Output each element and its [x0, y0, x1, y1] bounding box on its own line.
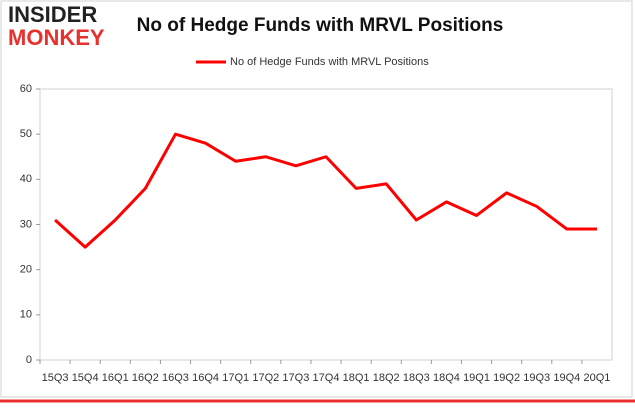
x-tick-label: 17Q3	[282, 372, 309, 384]
x-tick-label: 15Q4	[72, 372, 99, 384]
x-tick-label: 16Q1	[102, 372, 129, 384]
x-tick-label: 18Q1	[343, 372, 370, 384]
y-tick-label: 50	[20, 128, 32, 140]
x-tick-label: 19Q3	[523, 372, 550, 384]
x-tick-label: 17Q2	[252, 372, 279, 384]
chart-title: No of Hedge Funds with MRVL Positions	[137, 15, 504, 36]
x-tick-label: 18Q4	[433, 372, 460, 384]
chart-frame	[0, 0, 633, 398]
x-tick-label: 19Q4	[553, 372, 580, 384]
plot-frame	[39, 88, 613, 361]
x-tick-label: 16Q2	[132, 372, 159, 384]
x-tick-label: 18Q2	[373, 372, 400, 384]
data-line	[54, 132, 597, 249]
x-tick-label: 19Q1	[463, 372, 490, 384]
x-tick-label: 18Q3	[403, 372, 430, 384]
y-tick-label: 30	[20, 218, 32, 230]
y-tick-label: 20	[20, 264, 32, 276]
logo-line2: MONKEY	[8, 25, 105, 50]
legend-label: No of Hedge Funds with MRVL Positions	[230, 56, 429, 68]
x-tick-label: 16Q3	[162, 372, 189, 384]
x-tick-label: 15Q3	[42, 372, 69, 384]
y-tick-label: 60	[20, 83, 32, 95]
x-tick-label: 16Q4	[192, 372, 219, 384]
x-tick-label: 17Q1	[222, 372, 249, 384]
y-tick-label: 40	[20, 173, 32, 185]
logo-line1: INSIDER	[8, 2, 97, 27]
x-tick-label: 17Q4	[313, 372, 340, 384]
y-tick-label: 10	[20, 309, 32, 321]
x-tick-label: 19Q2	[493, 372, 520, 384]
x-tick-label: 20Q1	[583, 372, 610, 384]
y-tick-label: 0	[26, 354, 32, 366]
